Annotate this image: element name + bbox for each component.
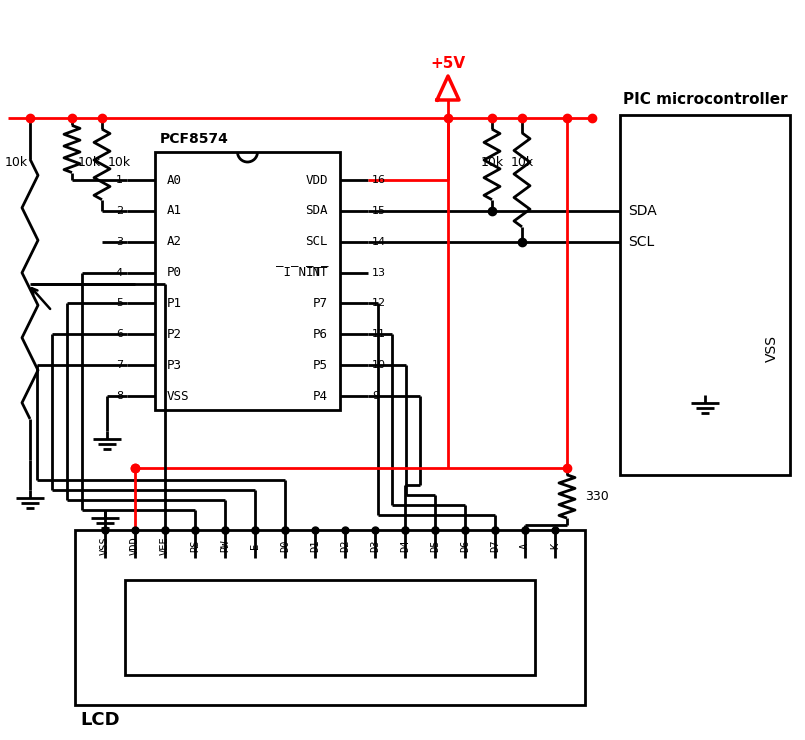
Text: A: A [520, 543, 530, 549]
Text: 4: 4 [116, 268, 123, 278]
Text: VDD: VDD [306, 173, 328, 186]
Bar [155, 152, 340, 410]
Text: E: E [250, 543, 260, 549]
Text: PIC microcontroller: PIC microcontroller [623, 92, 787, 107]
Text: 1: 1 [116, 175, 123, 185]
Text: VSS: VSS [100, 536, 110, 556]
Text: P2: P2 [167, 328, 182, 341]
Text: D7: D7 [490, 539, 500, 552]
Text: VSS: VSS [765, 335, 779, 363]
Text: K: K [550, 543, 560, 549]
Text: P7: P7 [313, 297, 328, 310]
Text: SCL: SCL [306, 235, 328, 248]
Bar [620, 115, 790, 475]
Text: 6: 6 [116, 329, 123, 339]
Text: LCD: LCD [80, 711, 120, 729]
Text: P5: P5 [313, 359, 328, 371]
Text: +5V: +5V [431, 56, 465, 72]
Text: 8: 8 [116, 391, 123, 401]
Text: 10k: 10k [481, 156, 504, 169]
Text: D2: D2 [340, 539, 350, 552]
Text: 2: 2 [116, 206, 123, 216]
Text: 14: 14 [372, 237, 386, 246]
Text: ̅I̅N̅T̅: ̅I̅N̅T̅ [275, 266, 328, 279]
Text: 10k: 10k [5, 156, 27, 169]
Text: 10: 10 [372, 360, 386, 370]
Text: VSS: VSS [167, 389, 189, 403]
Text: A0: A0 [167, 173, 182, 186]
Text: D1: D1 [310, 539, 320, 552]
Text: A2: A2 [167, 235, 182, 248]
Text: P3: P3 [167, 359, 182, 371]
Text: D4: D4 [400, 539, 410, 552]
Text: D0: D0 [280, 539, 290, 552]
Text: P4: P4 [313, 389, 328, 403]
Text: 7: 7 [116, 360, 123, 370]
Text: P0: P0 [167, 266, 182, 279]
Text: INT: INT [306, 266, 328, 279]
Text: 10k: 10k [510, 156, 534, 169]
Text: D3: D3 [370, 539, 380, 552]
Text: RS: RS [190, 539, 200, 552]
Text: 10k: 10k [77, 156, 101, 169]
Text: 12: 12 [372, 298, 386, 309]
Text: SCL: SCL [628, 235, 654, 249]
Text: D5: D5 [430, 539, 440, 552]
Text: P1: P1 [167, 297, 182, 310]
Text: 15: 15 [372, 206, 386, 216]
Text: 330: 330 [585, 490, 609, 503]
Text: SDA: SDA [628, 204, 657, 218]
Text: VEE: VEE [160, 536, 170, 556]
Text: PCF8574: PCF8574 [160, 132, 229, 146]
Text: SDA: SDA [306, 204, 328, 218]
Text: 11: 11 [372, 329, 386, 339]
Bar [125, 580, 535, 675]
Text: 10k: 10k [107, 156, 130, 169]
Text: A1: A1 [167, 204, 182, 218]
Text: 16: 16 [372, 175, 386, 185]
Text: 5: 5 [116, 298, 123, 309]
Text: P6: P6 [313, 328, 328, 341]
Text: 13: 13 [372, 268, 386, 278]
Text: D6: D6 [460, 539, 470, 552]
Text: 3: 3 [116, 237, 123, 246]
Text: VDD: VDD [130, 536, 140, 556]
Text: RW: RW [220, 539, 230, 552]
Text: 9: 9 [372, 391, 379, 401]
Bar [75, 530, 585, 705]
